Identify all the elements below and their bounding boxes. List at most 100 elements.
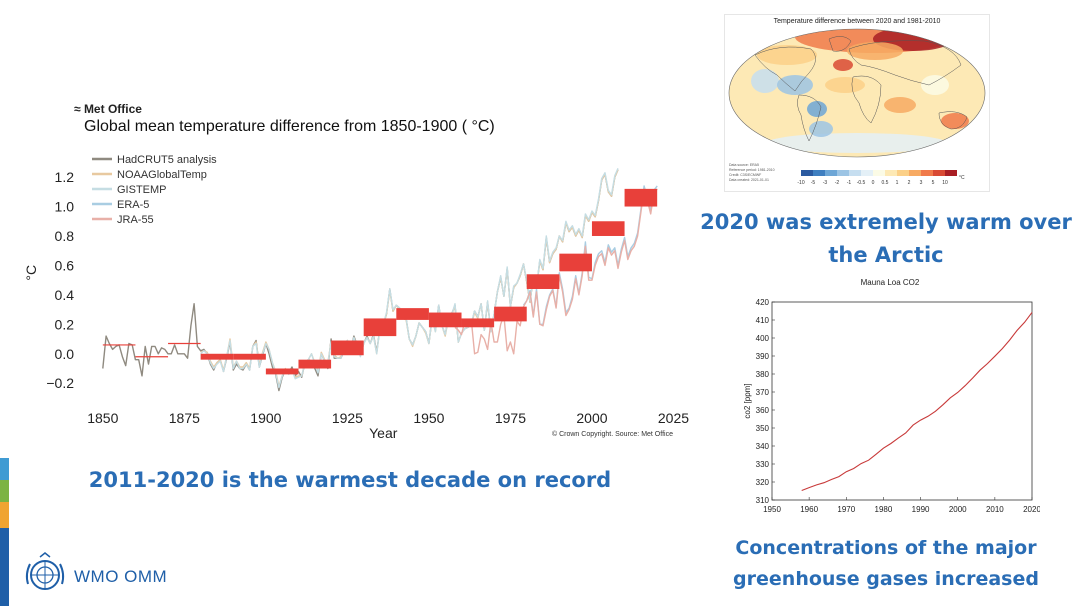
map-layer: [729, 29, 985, 157]
map-globe-outline: [728, 28, 986, 158]
x-tick-label: 1950: [413, 410, 444, 426]
map-legend-label: 3: [920, 180, 923, 186]
x-tick-label: 1850: [87, 410, 118, 426]
x-tick-label: 1900: [250, 410, 281, 426]
co2-y-tick-label: 410: [756, 316, 770, 325]
pacific-cool-region: [751, 69, 779, 93]
decade-mean-box: [559, 253, 592, 272]
atlantic-warm-region: [825, 77, 865, 93]
map-legend-label: 1: [896, 180, 899, 186]
map-legend-swatch: [801, 170, 813, 176]
co2-x-tick-label: 2020: [1023, 505, 1040, 514]
headline-arctic: 2020 was extremely warm over the Arctic: [700, 210, 1072, 267]
co2-y-tick-label: 310: [756, 496, 770, 505]
co2-x-tick-label: 2010: [986, 505, 1004, 514]
copyright-credit: © Crown Copyright. Source: Met Office: [552, 431, 673, 438]
greenland-warm-region: [833, 59, 853, 71]
y-tick-label: −0.2: [46, 375, 74, 391]
co2-x-tick-label: 1950: [763, 505, 781, 514]
decade-mean-box: [428, 312, 462, 328]
co2-chart-title: Mauna Loa CO2: [860, 278, 920, 287]
x-axis-label: Year: [369, 425, 398, 441]
co2-y-tick-label: 380: [756, 370, 770, 379]
headline-warmest-decade: 2011-2020 is the warmest decade on recor…: [88, 468, 612, 492]
map-legend-label: -0.5: [857, 180, 866, 186]
map-note: Reference period: 1981-2010: [729, 168, 775, 172]
greenland-outline: [828, 36, 852, 52]
map-legend-swatch: [837, 170, 849, 176]
map-legend-swatch: [813, 170, 825, 176]
co2-y-tick-label: 360: [756, 406, 770, 415]
north-america-warm-region: [757, 45, 817, 65]
north-america-outline: [754, 46, 816, 92]
co2-y-tick-label: 340: [756, 442, 770, 451]
co2-x-tick-label: 1970: [837, 505, 855, 514]
arctic-map-panel: Temperature difference between 2020 and …: [724, 14, 990, 192]
indian-ocean-warm-region: [884, 97, 916, 113]
temperature-chart: −0.2 0.0 0.2 0.4 0.6 0.8 1.0 1.2 1850 1875 1900 192…: [23, 154, 689, 441]
map-color-legend: -10 -5 -3 -2 -1 -0.5 0 0.5 1 2 3 5 10 °C: [797, 170, 965, 186]
side-stripe-green: [0, 480, 9, 502]
x-tick-label: 1975: [495, 410, 526, 426]
south-pacific-cool-region: [807, 101, 827, 117]
met-office-logo-label: Met Office: [83, 102, 142, 116]
map-legend-swatch: [933, 170, 945, 176]
decade-mean-box: [233, 353, 266, 360]
x-tick-label: 2025: [658, 410, 689, 426]
co2-x-tick-label: 2000: [949, 505, 967, 514]
y-tick-label: 0.0: [55, 346, 75, 362]
co2-x-tick-label: 1980: [875, 505, 893, 514]
decade-mean-box: [298, 359, 332, 369]
asia-neutral-region: [921, 75, 949, 95]
legend-label: NOAAGlobalTemp: [117, 169, 207, 181]
decade-mean-box: [396, 308, 429, 320]
co2-series-line: [801, 312, 1033, 492]
temperature-anomaly-map: [728, 28, 986, 158]
map-legend-label: -10: [797, 180, 804, 186]
co2-y-tick-label: 390: [756, 352, 770, 361]
decade-mean-box: [461, 318, 495, 328]
series-line: [200, 168, 619, 389]
map-legend-swatch: [825, 170, 837, 176]
co2-y-tick-label: 350: [756, 424, 770, 433]
x-tick-label: 2000: [576, 410, 607, 426]
decade-mean-box: [363, 318, 397, 337]
legend-label: ERA-5: [117, 199, 149, 211]
southern-ocean-cool-region: [767, 133, 947, 153]
map-legend-label: -5: [811, 180, 816, 186]
map-legend-swatch: [909, 170, 921, 176]
co2-plot-frame: [771, 301, 1033, 501]
wmo-emblem-icon: [25, 552, 65, 590]
map-legend-swatch: [861, 170, 873, 176]
x-tick-label: 1875: [169, 410, 200, 426]
decade-mean-box: [200, 353, 234, 360]
co2-y-tick-label: 370: [756, 388, 770, 397]
africa-outline: [851, 75, 882, 124]
map-legend-label: 0: [872, 180, 875, 186]
map-note: Data source: ERA5: [729, 163, 759, 167]
side-stripe-blue: [0, 458, 9, 480]
map-legend-swatch: [873, 170, 885, 176]
y-tick-label: 0.8: [55, 228, 75, 244]
headline-greenhouse-gases: Concentrations of the major greenhouse g…: [733, 537, 1039, 590]
x-tick-label: 1925: [332, 410, 363, 426]
map-legend-swatch: [921, 170, 933, 176]
met-office-logo-mark: ≈: [74, 102, 81, 116]
co2-x-tick-label: 1960: [800, 505, 818, 514]
co2-y-axis-label: co2 [ppm]: [743, 383, 752, 418]
south-atlantic-cool-region: [809, 121, 833, 137]
wmo-omm-label: WMO OMM: [74, 567, 168, 586]
map-legend-swatch: [945, 170, 957, 176]
legend-label: HadCRUT5 analysis: [117, 154, 217, 166]
map-title: Temperature difference between 2020 and …: [773, 18, 941, 25]
east-pacific-cool-region: [777, 75, 813, 95]
map-legend-label: -3: [823, 180, 828, 186]
decade-mean-box: [591, 221, 625, 236]
decade-mean-box: [526, 274, 560, 289]
met-office-logo: ≈ Met Office: [74, 102, 142, 116]
decade-mean-box: [494, 306, 527, 322]
co2-x-tick-label: 1990: [912, 505, 930, 514]
legend-label: JRA-55: [117, 214, 154, 226]
map-legend-label: -1: [847, 180, 852, 186]
europe-warm-region: [847, 42, 903, 60]
